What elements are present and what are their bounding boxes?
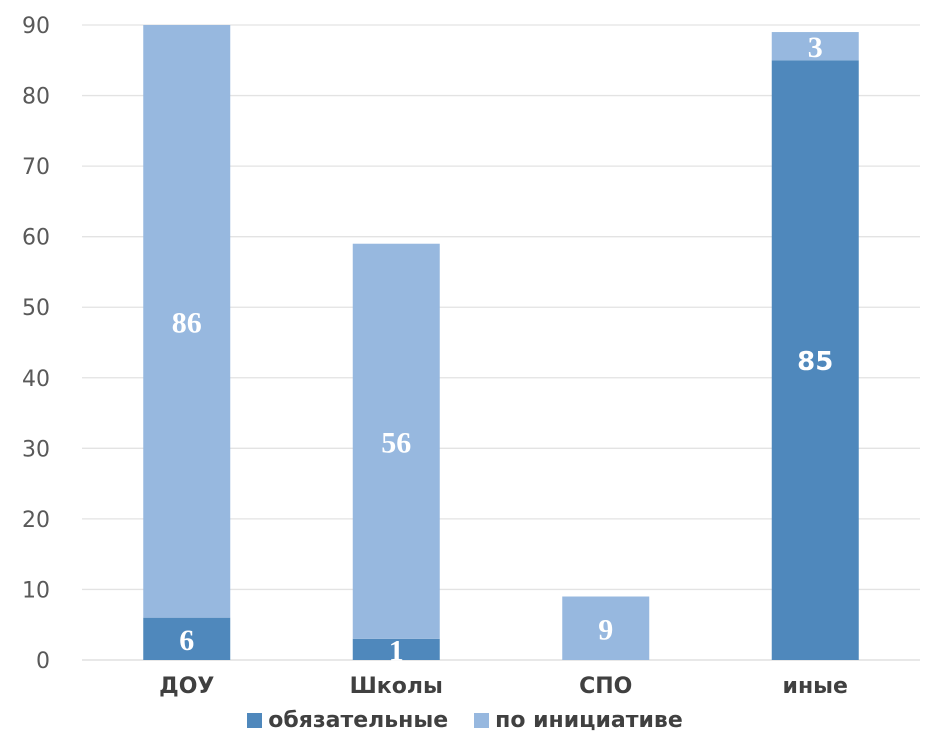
legend-swatch-mandatory — [247, 712, 263, 728]
y-tick-label: 0 — [36, 649, 50, 674]
bar-mandatory-0 — [143, 617, 231, 660]
data-label: 1 — [389, 634, 404, 667]
y-tick-label: 50 — [22, 296, 50, 321]
data-label: 6 — [179, 624, 194, 657]
data-label: 3 — [808, 31, 823, 64]
bar-initiative-0 — [143, 25, 231, 618]
legend-label-initiative: по инициативе — [495, 707, 683, 733]
data-label: 56 — [381, 426, 411, 459]
bar-mandatory-3 — [771, 60, 859, 661]
y-tick-label: 60 — [22, 226, 50, 251]
legend-item-mandatory: обязательные — [247, 708, 448, 733]
x-tick-label: Школы — [350, 674, 443, 699]
y-tick-label: 20 — [22, 508, 50, 533]
legend-item-initiative: по инициативе — [474, 708, 683, 733]
data-label: 86 — [172, 306, 202, 339]
y-tick-label: 90 — [22, 14, 50, 39]
x-tick-label: СПО — [579, 674, 632, 699]
y-tick-label: 30 — [22, 437, 50, 462]
bar-initiative-3 — [771, 32, 859, 61]
data-label: 85 — [797, 347, 833, 377]
x-axis: ДОУ Школы СПО иные — [159, 674, 848, 699]
y-tick-label: 10 — [22, 578, 50, 603]
data-labels: 6 86 1 56 9 85 3 — [172, 31, 834, 667]
bars — [143, 25, 859, 661]
bar-mandatory-1 — [352, 638, 440, 660]
x-tick-label: иные — [783, 674, 848, 699]
y-tick-label: 80 — [22, 85, 50, 110]
y-axis: 0 10 20 30 40 50 60 70 80 90 — [22, 14, 50, 674]
bar-initiative-2 — [562, 596, 650, 660]
y-tick-label: 70 — [22, 155, 50, 180]
data-label: 9 — [598, 613, 613, 646]
legend: обязательные по инициативе — [0, 703, 930, 737]
y-tick-label: 40 — [22, 367, 50, 392]
legend-swatch-initiative — [474, 712, 490, 728]
bar-initiative-1 — [352, 243, 440, 639]
x-tick-label: ДОУ — [159, 674, 214, 699]
legend-label-mandatory: обязательные — [268, 707, 449, 733]
